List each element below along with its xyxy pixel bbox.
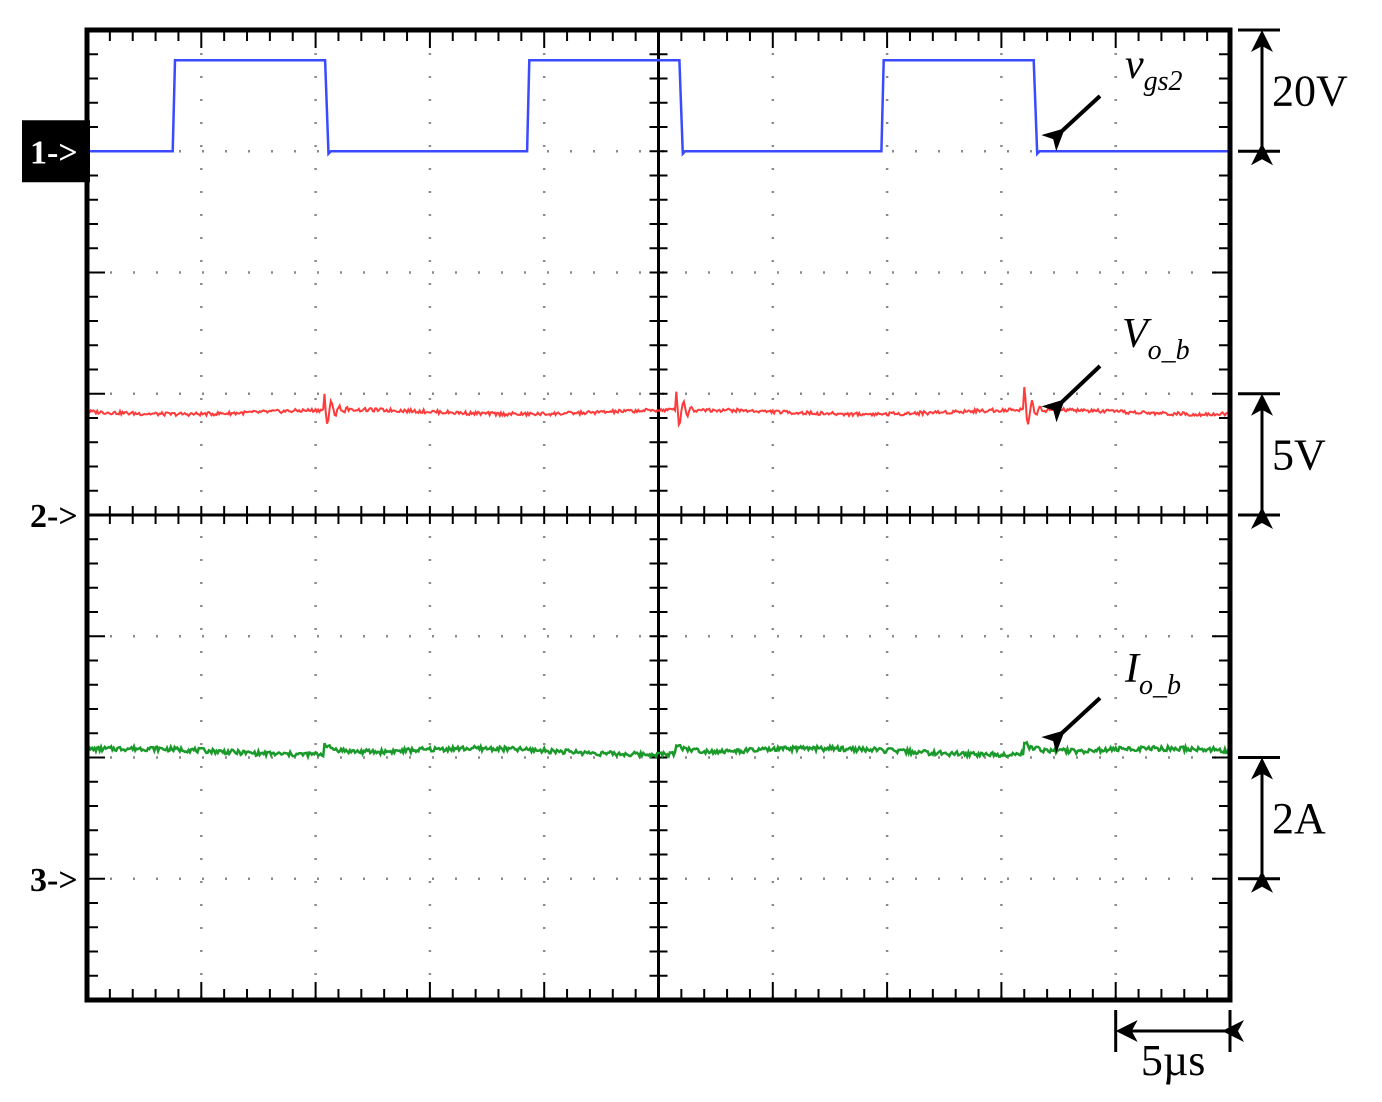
vgs2-label: vgs2 (1125, 42, 1183, 97)
channel-3-marker: 3-> (30, 862, 78, 899)
scale-5us-label: 5µs (1141, 1036, 1205, 1085)
vo-b-label: Vo_b (1122, 311, 1190, 366)
io-b-arrow (1041, 696, 1102, 754)
scale-5v-label: 5V (1272, 430, 1326, 479)
channel-1-marker: 1-> (30, 134, 78, 171)
vgs2-arrow (1041, 94, 1102, 152)
trace-vgs2 (87, 59, 1232, 157)
trace-vo-b (86, 386, 1231, 428)
traces (86, 59, 1232, 761)
annotations: 20V 5V 2A 5µs vgs2 Vo_b Io_b (1041, 28, 1348, 1085)
plot-frame (84, 27, 1233, 1003)
channel-2-marker: 2-> (30, 498, 78, 535)
scale-2a-label: 2A (1272, 794, 1326, 843)
channel-markers: 1-> 2-> 3-> (22, 120, 90, 899)
trace-io-b (87, 740, 1232, 761)
scale-20v-label: 20V (1272, 67, 1348, 116)
vo-b-arrow (1041, 364, 1102, 423)
channel-1-marker-box (22, 120, 90, 183)
io-b-label: Io_b (1124, 646, 1181, 701)
